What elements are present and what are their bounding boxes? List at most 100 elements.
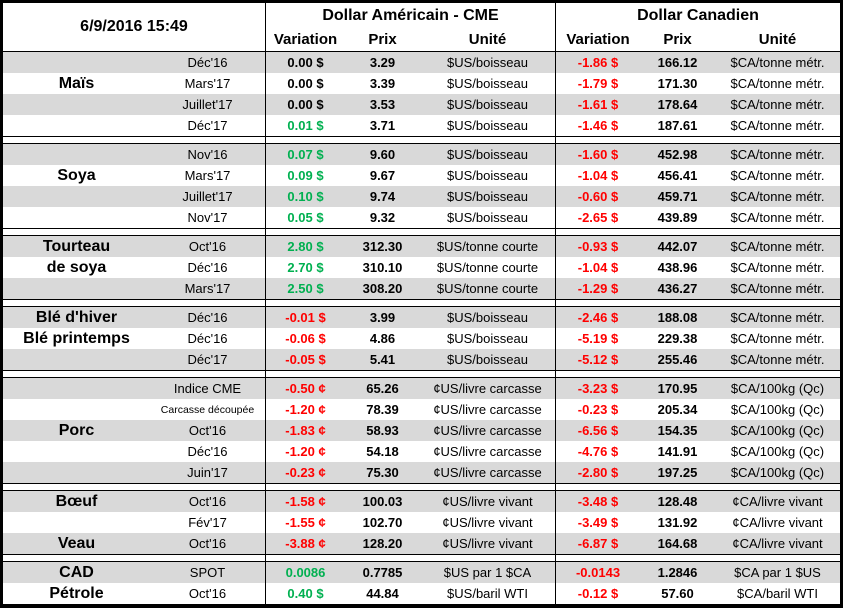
us-variation: 0.05 $ bbox=[265, 207, 345, 228]
ca-variation: -0.23 $ bbox=[555, 399, 640, 420]
us-price: 5.41 bbox=[345, 349, 420, 370]
ca-price: 1.2846 bbox=[640, 562, 715, 583]
table-row: Nov'17 0.05 $ 9.32 $US/boisseau -2.65 $ 439.8… bbox=[3, 207, 840, 228]
contract-month: Mars'17 bbox=[150, 278, 265, 299]
category-label bbox=[3, 207, 150, 228]
ca-unit: ¢CA/livre vivant bbox=[732, 515, 823, 530]
ca-unit: $CA/tonne métr. bbox=[730, 260, 825, 275]
ca-price: 205.34 bbox=[657, 402, 698, 417]
us-price: 100.03 bbox=[345, 491, 420, 512]
contract-month: Déc'16 bbox=[187, 260, 228, 275]
us-variation: 0.07 $ bbox=[265, 144, 345, 165]
ca-price: 188.08 bbox=[640, 307, 715, 328]
table-row: Bœuf Oct'16 -1.58 ¢ 100.03 ¢US/livre vivant -… bbox=[3, 491, 840, 512]
table-row: Maïs Mars'17 0.00 $ 3.39 $US/boisseau -1.79 $… bbox=[3, 73, 840, 94]
us-unit: $US/boisseau bbox=[447, 210, 528, 225]
us-variation: -0.05 $ bbox=[265, 349, 345, 370]
table-row: Mars'17 2.50 $308.20 $US/tonne courte -1.29… bbox=[3, 278, 840, 299]
us-variation: -1.20 ¢ bbox=[265, 399, 345, 420]
us-unit: $US par 1 $CA bbox=[420, 562, 555, 583]
category-label: Soya bbox=[57, 166, 96, 184]
ca-variation: -1.60 $ bbox=[555, 144, 640, 165]
ca-variation: -1.29 $ bbox=[555, 278, 640, 299]
us-price: 128.20 bbox=[345, 533, 420, 554]
ca-price: 436.27 bbox=[640, 278, 715, 299]
table-row: Pétrole Oct'16 0.40 $ 44.84 $US/baril WTI -0.… bbox=[3, 583, 840, 604]
category-label bbox=[3, 94, 150, 115]
ca-unit: $CA/tonne métr. bbox=[715, 236, 840, 257]
us-unit: $US/tonne courte bbox=[436, 260, 539, 275]
us-unit: ¢US/livre carcasse bbox=[433, 444, 542, 459]
contract-month: Juin'17 bbox=[150, 462, 265, 483]
contract-month: Oct'16 bbox=[150, 236, 265, 257]
us-price: 310.10 bbox=[362, 260, 403, 275]
contract-month: Indice CME bbox=[150, 378, 265, 399]
ca-variation: -1.61 $ bbox=[555, 94, 640, 115]
us-unit: $US/boisseau bbox=[447, 118, 528, 133]
us-price: 3.71 bbox=[369, 118, 396, 133]
ca-variation: -0.93 $ bbox=[555, 236, 640, 257]
table-row: de soya Déc'16 2.70 $ 310.10 $US/tonne court… bbox=[3, 257, 840, 278]
table-row: Déc'17 -0.05 $5.41 $US/boisseau -5.12 $255.… bbox=[3, 349, 840, 370]
ca-variation: -3.23 $ bbox=[555, 378, 640, 399]
us-unit: $US/boisseau bbox=[420, 186, 555, 207]
ca-unit: $CA/baril WTI bbox=[737, 586, 818, 601]
ca-unit: $CA/100kg (Qc) bbox=[730, 402, 825, 417]
ca-variation: -3.48 $ bbox=[555, 491, 640, 512]
us-section-title: Dollar Américain - CME bbox=[265, 3, 555, 28]
ca-variation: -2.65 $ bbox=[555, 207, 640, 228]
ca-price: 255.46 bbox=[640, 349, 715, 370]
us-price: 54.18 bbox=[366, 444, 399, 459]
ca-unit: $CA/tonne métr. bbox=[715, 278, 840, 299]
category-label: CAD bbox=[3, 562, 150, 583]
contract-month: Nov'17 bbox=[187, 210, 228, 225]
ca-price: 154.35 bbox=[640, 420, 715, 441]
contract-month: Déc'17 bbox=[187, 118, 228, 133]
contract-month: Carcasse découpée bbox=[160, 403, 255, 416]
table-header: 6/9/2016 15:49 Dollar Américain - CME Do… bbox=[3, 3, 840, 52]
category-label bbox=[3, 462, 150, 483]
us-unit: ¢US/livre carcasse bbox=[433, 402, 542, 417]
us-unit: $US/tonne courte bbox=[420, 236, 555, 257]
ca-variation: -1.04 $ bbox=[555, 165, 640, 186]
category-label: Tourteau bbox=[3, 236, 150, 257]
table-row: Blé printemps Déc'16 -0.06 $ 4.86 $US/boisse… bbox=[3, 328, 840, 349]
category-label bbox=[3, 441, 150, 462]
contract-month: Oct'16 bbox=[150, 420, 265, 441]
table-row: Nov'16 0.07 $9.60 $US/boisseau -1.60 $452.9… bbox=[3, 144, 840, 165]
us-variation: -1.55 ¢ bbox=[265, 512, 345, 533]
contract-month: Nov'16 bbox=[150, 144, 265, 165]
us-variation: 2.50 $ bbox=[265, 278, 345, 299]
ca-price: 171.30 bbox=[657, 76, 698, 91]
contract-month: Déc'16 bbox=[150, 52, 265, 73]
contract-month: Déc'16 bbox=[150, 307, 265, 328]
us-variation: 2.80 $ bbox=[265, 236, 345, 257]
category-label: Bœuf bbox=[3, 491, 150, 512]
ca-unit: $CA/tonne métr. bbox=[715, 186, 840, 207]
ca-variation: -6.87 $ bbox=[555, 533, 640, 554]
contract-month: Déc'17 bbox=[150, 349, 265, 370]
us-variation: 0.00 $ bbox=[265, 94, 345, 115]
category-label bbox=[3, 512, 150, 533]
table-row: Déc'17 0.01 $ 3.71 $US/boisseau -1.46 $ 187.6… bbox=[3, 115, 840, 136]
ca-section-title: Dollar Canadien bbox=[555, 3, 840, 28]
us-unit: $US/baril WTI bbox=[447, 586, 528, 601]
us-price: 312.30 bbox=[345, 236, 420, 257]
us-unit: $US/boisseau bbox=[420, 144, 555, 165]
category-label bbox=[3, 115, 150, 136]
us-price: 58.93 bbox=[345, 420, 420, 441]
ca-variation: -0.0143 bbox=[555, 562, 640, 583]
us-unit: $US/boisseau bbox=[447, 168, 528, 183]
us-price: 308.20 bbox=[345, 278, 420, 299]
category-label bbox=[3, 52, 150, 73]
us-variation: -0.23 ¢ bbox=[265, 462, 345, 483]
ca-unit: ¢CA/livre vivant bbox=[715, 533, 840, 554]
ca-variation: -3.49 $ bbox=[555, 512, 640, 533]
ca-variation-header: Variation bbox=[555, 28, 640, 51]
ca-price: 439.89 bbox=[657, 210, 698, 225]
us-unit: $US/boisseau bbox=[420, 52, 555, 73]
category-label bbox=[3, 378, 150, 399]
ca-unit: $CA/tonne métr. bbox=[715, 349, 840, 370]
us-price: 3.99 bbox=[345, 307, 420, 328]
